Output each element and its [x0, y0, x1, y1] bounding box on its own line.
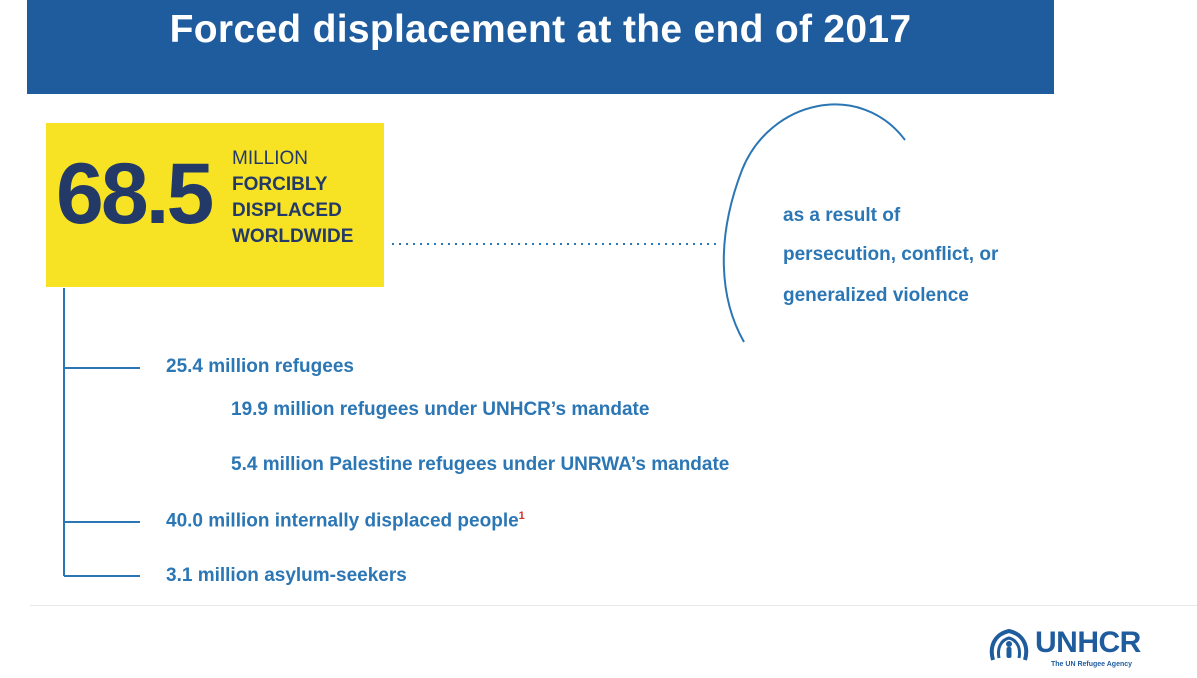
internally-displaced-people: 40.0 million internally displaced people…	[166, 510, 525, 532]
header-banner: Forced displacement at the end of 2017	[27, 0, 1054, 94]
asylum-seekers: 3.1 million asylum-seekers	[166, 565, 407, 586]
idp-label: 40.0 million internally displaced people	[166, 510, 519, 532]
cause-line-2: persecution, conflict, or	[783, 244, 999, 265]
cause-arc	[722, 103, 906, 343]
stat-unit-label: MILLION	[232, 148, 309, 169]
cause-line-3: generalized violence	[783, 285, 969, 306]
stat-caption-line-1: FORCIBLY	[232, 174, 328, 195]
unhcr-logo: UNHCR The UN Refugee Agency	[985, 626, 1185, 674]
stat-caption-line-2: DISPLACED	[232, 200, 342, 221]
total-displaced-box: 68.5 MILLION FORCIBLY DISPLACED WORLDWID…	[46, 123, 384, 287]
stat-caption-line-3: WORLDWIDE	[232, 226, 354, 247]
total-displaced-number: 68.5	[56, 146, 214, 242]
idp-footnote-marker: 1	[518, 510, 525, 522]
cause-line-1: as a result of	[783, 205, 901, 226]
logo-wordmark: UNHCR	[1035, 626, 1141, 659]
logo-tagline: The UN Refugee Agency	[1051, 661, 1133, 668]
footer-divider	[30, 605, 1197, 606]
refugees-unrwa-mandate: 5.4 million Palestine refugees under UNR…	[231, 454, 730, 475]
refugees-total: 25.4 million refugees	[166, 356, 354, 377]
refugees-unhcr-mandate: 19.9 million refugees under UNHCR’s mand…	[231, 399, 650, 420]
refugee-family-shelter-icon	[989, 628, 1029, 661]
page-title: Forced displacement at the end of 2017	[169, 8, 912, 51]
